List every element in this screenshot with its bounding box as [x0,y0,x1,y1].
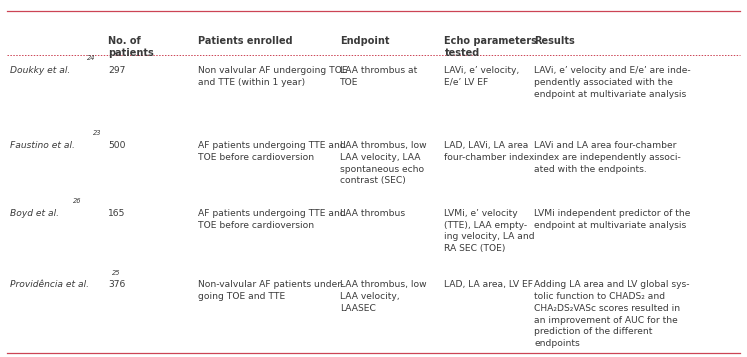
Text: Echo parameters
tested: Echo parameters tested [444,36,537,58]
Text: LAA thrombus, low
LAA velocity,
LAASEC: LAA thrombus, low LAA velocity, LAASEC [340,280,427,313]
Text: 23: 23 [93,130,102,136]
Text: Doukky et al.: Doukky et al. [10,66,70,75]
Text: 297: 297 [108,66,125,75]
Text: Non-valvular AF patients under-
going TOE and TTE: Non-valvular AF patients under- going TO… [198,280,344,301]
Text: Adding LA area and LV global sys-
tolic function to CHADS₂ and
CHA₂DS₂VASc score: Adding LA area and LV global sys- tolic … [534,280,689,348]
Text: LAA thrombus, low
LAA velocity, LAA
spontaneous echo
contrast (SEC): LAA thrombus, low LAA velocity, LAA spon… [340,141,427,185]
Text: Providência et al.: Providência et al. [10,280,89,289]
Text: 26: 26 [73,198,81,204]
Text: LVMi, e’ velocity
(TTE), LAA empty-
ing velocity, LA and
RA SEC (TOE): LVMi, e’ velocity (TTE), LAA empty- ing … [444,209,535,253]
Text: LAVi, e’ velocity and E/e’ are inde-
pendently associated with the
endpoint at m: LAVi, e’ velocity and E/e’ are inde- pen… [534,66,691,99]
Text: Non valvular AF undergoing TOE
and TTE (within 1 year): Non valvular AF undergoing TOE and TTE (… [198,66,347,87]
Text: 500: 500 [108,141,125,150]
Text: LAD, LA area, LV EF: LAD, LA area, LV EF [444,280,533,289]
Text: LAA thrombus at
TOE: LAA thrombus at TOE [340,66,417,87]
Text: LAVi, e’ velocity,
E/e’ LV EF: LAVi, e’ velocity, E/e’ LV EF [444,66,520,87]
Text: Patients enrolled: Patients enrolled [198,36,293,46]
Text: 25: 25 [111,270,120,276]
Text: 24: 24 [87,55,96,61]
Text: 165: 165 [108,209,125,218]
Text: 376: 376 [108,280,125,289]
Text: LAA thrombus: LAA thrombus [340,209,405,218]
Text: No. of
patients: No. of patients [108,36,154,58]
Text: AF patients undergoing TTE and
TOE before cardioversion: AF patients undergoing TTE and TOE befor… [198,141,346,162]
Text: LVMi independent predictor of the
endpoint at multivariate analysis: LVMi independent predictor of the endpoi… [534,209,690,230]
Text: Endpoint: Endpoint [340,36,389,46]
Text: Boyd et al.: Boyd et al. [10,209,59,218]
Text: LAVi and LA area four-chamber
index are independently associ-
ated with the endp: LAVi and LA area four-chamber index are … [534,141,681,174]
Text: AF patients undergoing TTE and
TOE before cardioversion: AF patients undergoing TTE and TOE befor… [198,209,346,230]
Text: Faustino et al.: Faustino et al. [10,141,75,150]
Text: LAD, LAVi, LA area
four-chamber index: LAD, LAVi, LA area four-chamber index [444,141,535,162]
Text: Results: Results [534,36,575,46]
